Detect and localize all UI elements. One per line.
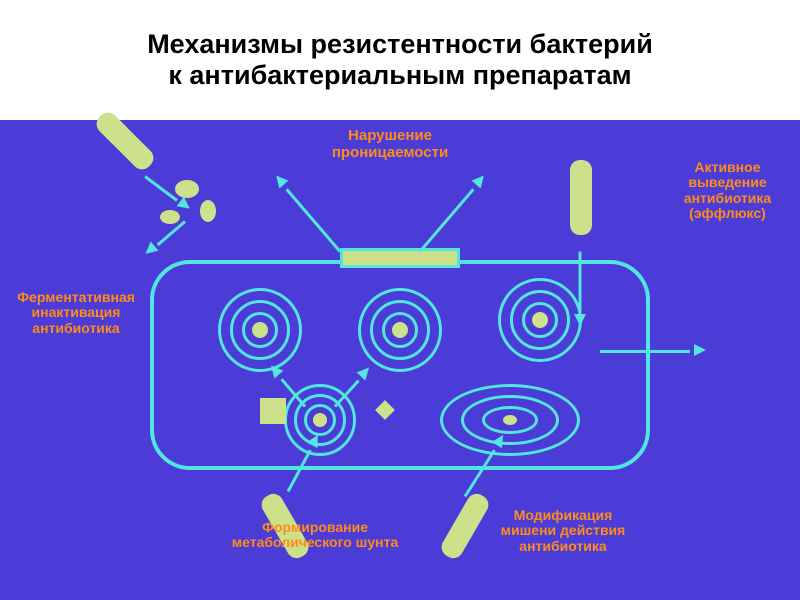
label-permeability: Нарушение проницаемости bbox=[300, 128, 480, 161]
ellipse-target-center bbox=[503, 415, 517, 425]
antibiotic-capsule bbox=[438, 490, 492, 562]
arrow bbox=[144, 175, 178, 201]
label-enzyme: Ферментативная инактивация антибиотика bbox=[6, 290, 146, 336]
label-target_mod: Модификация мишени действия антибиотика bbox=[488, 508, 638, 554]
target-ring bbox=[392, 322, 408, 338]
label-efflux: Активное выведение антибиотика (эффлюкс) bbox=[660, 160, 795, 222]
fragment-blob bbox=[175, 180, 199, 198]
label-shunt: Формирование метаболического шунта bbox=[230, 520, 400, 551]
target-ring bbox=[313, 413, 327, 427]
arrow-head bbox=[694, 344, 706, 356]
target-ring bbox=[532, 312, 548, 328]
arrow bbox=[285, 188, 341, 252]
arrow-head bbox=[472, 172, 489, 189]
diagram-area: Ферментативная инактивация антибиотика На… bbox=[0, 120, 800, 600]
target-ring bbox=[252, 322, 268, 338]
arrow bbox=[157, 220, 186, 246]
arrow-head bbox=[177, 197, 194, 214]
arrow-head bbox=[272, 172, 289, 189]
membrane-patch bbox=[340, 248, 460, 268]
arrow bbox=[579, 252, 582, 312]
title-area: Механизмы резистентности бактерий к анти… bbox=[0, 0, 800, 120]
title-line-1: Механизмы резистентности бактерий bbox=[147, 29, 653, 60]
fragment-blob bbox=[200, 200, 216, 222]
metabolite-square bbox=[260, 398, 286, 424]
arrow-head bbox=[574, 314, 586, 326]
arrow bbox=[600, 350, 690, 353]
antibiotic-capsule bbox=[570, 160, 592, 235]
fragment-blob bbox=[160, 210, 180, 224]
title-line-2: к антибактериальным препаратам bbox=[168, 60, 631, 91]
arrow bbox=[419, 188, 475, 252]
